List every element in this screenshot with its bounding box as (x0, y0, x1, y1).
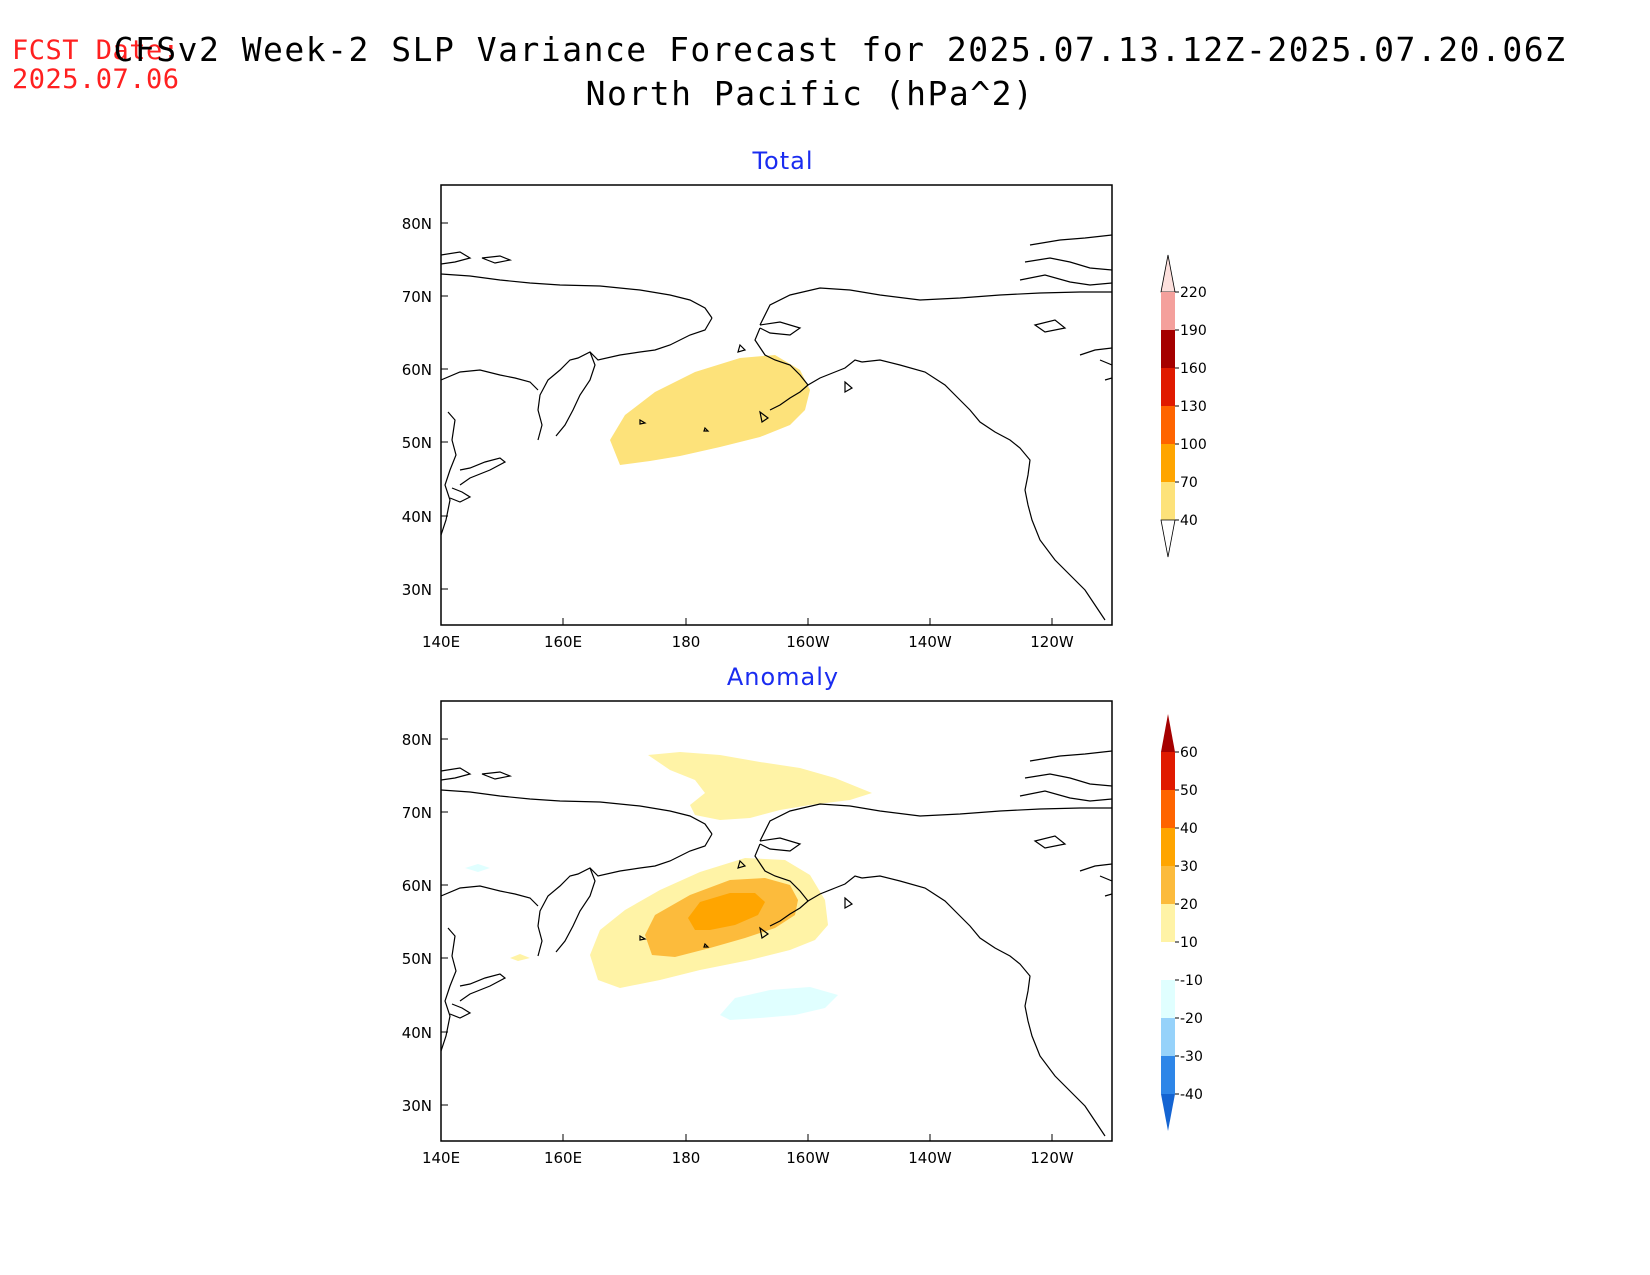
colorbar-total: 220 190 160 130 100 70 40 (1160, 254, 1207, 558)
colorbar-swatch (1161, 482, 1175, 520)
lat-tick-label: 50N (402, 950, 432, 968)
colorbar-label: 50 (1180, 783, 1198, 799)
colorbar-swatch (1161, 828, 1175, 866)
colorbar-anomaly: 60 50 40 30 20 10 -10 -20 -30 -40 (1161, 714, 1203, 1131)
colorbar-label: -40 (1180, 1087, 1203, 1103)
lat-tick-label: 70N (402, 804, 432, 822)
colorbar-swatch (1161, 1018, 1175, 1056)
colorbar-label: 190 (1180, 323, 1207, 339)
colorbar-label: 160 (1180, 361, 1207, 377)
forecast-date-label: FCST Date: (12, 35, 180, 66)
colorbar-swatch (1160, 519, 1176, 558)
colorbar-swatch (1161, 444, 1175, 482)
map-frame-total (440, 184, 1113, 626)
lon-tick-label: 160W (786, 633, 830, 651)
lon-axis-anomaly: 140E 160E 180 160W 140W 120W (422, 1134, 1074, 1167)
shaded-regions-anomaly (465, 752, 872, 1020)
main-title: CFSv2 Week-2 SLP Variance Forecast for 2… (113, 30, 1567, 69)
colorbar-label: 30 (1180, 859, 1198, 875)
colorbar-swatch (1160, 254, 1176, 293)
lat-tick-label: 60N (402, 877, 432, 895)
lat-axis-total: 80N 70N 60N 50N 40N 30N (402, 215, 448, 599)
colorbar-label: 40 (1180, 821, 1198, 837)
lon-tick-label: 180 (672, 1149, 701, 1167)
map-panel-anomaly (441, 701, 1112, 1141)
lon-axis-total: 140E 160E 180 160W 140W 120W (422, 618, 1074, 651)
colorbar-label: 40 (1180, 513, 1198, 529)
colorbar-swatch (1161, 904, 1175, 942)
lat-tick-label: 40N (402, 1024, 432, 1042)
lat-tick-label: 30N (402, 581, 432, 599)
colorbar-label: 130 (1180, 399, 1207, 415)
lon-tick-label: 140W (908, 1149, 952, 1167)
colorbar-swatch (1161, 330, 1175, 368)
lon-tick-label: 140E (422, 633, 460, 651)
colorbar-swatch (1161, 790, 1175, 828)
colorbar-label: -10 (1180, 973, 1203, 989)
forecast-date-block: FCST Date: 2025.07.06 (12, 36, 180, 94)
panel-title-anomaly: Anomaly (727, 663, 839, 691)
colorbar-label: 10 (1180, 935, 1198, 951)
colorbar-label: 60 (1180, 745, 1198, 761)
colorbar-label: -30 (1180, 1049, 1203, 1065)
lat-axis-anomaly: 80N 70N 60N 50N 40N 30N (402, 731, 448, 1115)
colorbar-label: -20 (1180, 1011, 1203, 1027)
forecast-date-value: 2025.07.06 (12, 64, 180, 95)
lat-tick-label: 50N (402, 434, 432, 452)
lat-tick-label: 80N (402, 731, 432, 749)
lat-tick-label: 30N (402, 1097, 432, 1115)
lat-tick-label: 60N (402, 361, 432, 379)
colorbar-label: 70 (1180, 475, 1198, 491)
colorbar-swatch (1161, 406, 1175, 444)
colorbar-swatch (1161, 866, 1175, 904)
panel-title-total: Total (751, 147, 813, 175)
main-subtitle: North Pacific (hPa^2) (585, 74, 1035, 113)
lat-tick-label: 40N (402, 508, 432, 526)
map-frame-anomaly (440, 700, 1113, 1142)
colorbar-swatch (1161, 714, 1175, 752)
lon-tick-label: 140W (908, 633, 952, 651)
lon-tick-label: 160W (786, 1149, 830, 1167)
lat-tick-label: 80N (402, 215, 432, 233)
colorbar-swatch (1161, 1094, 1175, 1131)
colorbar-swatch (1161, 942, 1175, 980)
colorbar-swatch (1161, 1056, 1175, 1094)
colorbar-label: 220 (1180, 285, 1207, 301)
colorbar-label: 20 (1180, 897, 1198, 913)
lat-tick-label: 70N (402, 288, 432, 306)
lon-tick-label: 140E (422, 1149, 460, 1167)
lon-tick-label: 160E (544, 1149, 582, 1167)
map-panel-total (441, 185, 1112, 625)
colorbar-swatch (1161, 292, 1175, 330)
lon-tick-label: 160E (544, 633, 582, 651)
lon-tick-label: 120W (1030, 633, 1074, 651)
colorbar-swatch (1161, 368, 1175, 406)
lon-tick-label: 120W (1030, 1149, 1074, 1167)
colorbar-swatch (1161, 980, 1175, 1018)
colorbar-label: 100 (1180, 437, 1207, 453)
shaded-region-total (610, 355, 810, 465)
colorbar-swatch (1161, 752, 1175, 790)
lon-tick-label: 180 (672, 633, 701, 651)
